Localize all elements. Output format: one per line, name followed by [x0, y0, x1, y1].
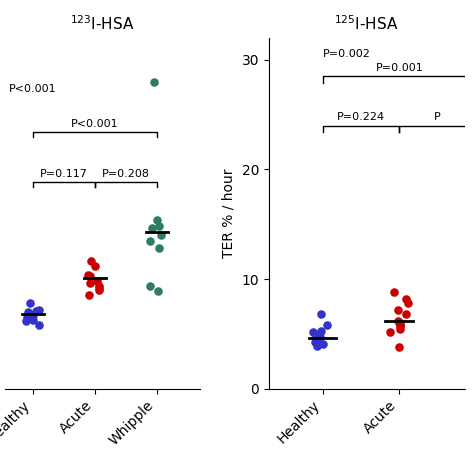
Text: P=0.117: P=0.117: [40, 170, 88, 180]
Point: [396, 321, 404, 329]
Point: [155, 222, 163, 229]
Point: [386, 328, 394, 336]
Point: [26, 300, 33, 307]
Title: $^{123}$I-HSA: $^{123}$I-HSA: [70, 14, 135, 33]
Point: [35, 321, 42, 328]
Point: [313, 342, 320, 350]
Point: [395, 343, 403, 351]
Text: P=0.208: P=0.208: [102, 170, 150, 180]
Point: [87, 257, 94, 264]
Point: [394, 317, 402, 325]
Point: [391, 288, 398, 296]
Point: [396, 319, 403, 327]
Point: [87, 280, 94, 287]
Point: [86, 272, 94, 280]
Point: [394, 306, 401, 314]
Point: [397, 322, 404, 330]
Point: [323, 321, 330, 329]
Point: [316, 333, 324, 341]
Point: [315, 335, 323, 342]
Point: [312, 331, 320, 339]
Text: P<0.001: P<0.001: [71, 119, 118, 129]
Point: [95, 286, 102, 293]
Point: [154, 287, 162, 295]
Point: [85, 291, 92, 299]
Point: [402, 310, 410, 318]
Point: [25, 309, 32, 316]
Point: [146, 282, 154, 290]
Text: P<0.001: P<0.001: [9, 84, 57, 94]
Text: P=0.002: P=0.002: [323, 49, 371, 59]
Point: [396, 326, 404, 333]
Point: [154, 216, 161, 223]
Point: [95, 285, 102, 292]
Point: [404, 300, 412, 307]
Point: [23, 313, 31, 321]
Point: [29, 311, 36, 319]
Text: P: P: [434, 112, 440, 122]
Point: [32, 307, 40, 315]
Point: [22, 317, 30, 325]
Text: P=0.001: P=0.001: [375, 63, 423, 73]
Point: [146, 237, 154, 245]
Point: [319, 340, 327, 347]
Text: P=0.224: P=0.224: [337, 112, 385, 122]
Point: [84, 271, 91, 279]
Point: [91, 262, 99, 270]
Point: [157, 231, 165, 238]
Title: $^{125}$I-HSA: $^{125}$I-HSA: [335, 14, 399, 33]
Point: [310, 328, 317, 336]
Point: [148, 225, 156, 232]
Point: [155, 245, 163, 252]
Point: [35, 306, 42, 314]
Point: [95, 282, 103, 290]
Point: [311, 338, 319, 346]
Point: [30, 316, 37, 324]
Point: [317, 327, 325, 334]
Point: [402, 295, 410, 302]
Y-axis label: TER % / hour: TER % / hour: [222, 169, 236, 258]
Point: [317, 310, 325, 318]
Point: [150, 78, 158, 85]
Point: [93, 277, 100, 285]
